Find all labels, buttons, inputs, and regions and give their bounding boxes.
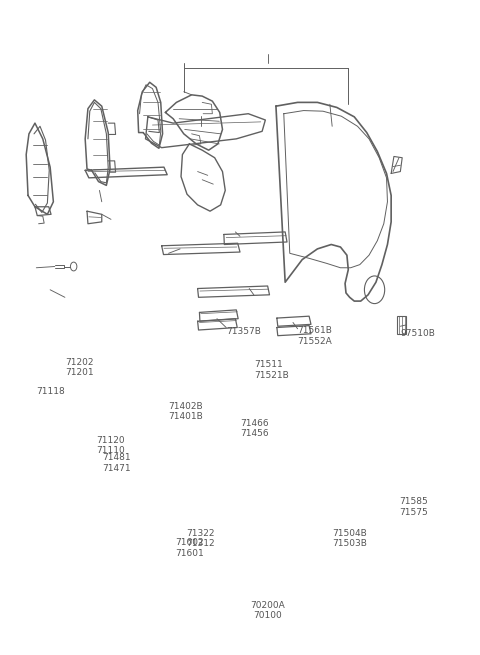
Text: 71481
71471: 71481 71471 — [102, 453, 131, 473]
Text: 71585
71575: 71585 71575 — [399, 497, 428, 517]
Text: 70200A
70100: 70200A 70100 — [250, 601, 285, 620]
Text: 71202
71201: 71202 71201 — [65, 358, 94, 377]
Bar — [396, 316, 406, 334]
Text: 97510B: 97510B — [400, 329, 435, 338]
Text: 71561B
71552A: 71561B 71552A — [298, 326, 333, 346]
Text: 71466
71456: 71466 71456 — [240, 419, 269, 438]
Text: 71511
71521B: 71511 71521B — [254, 360, 288, 380]
Text: 71357B: 71357B — [226, 328, 261, 337]
Text: 71322
71312: 71322 71312 — [187, 529, 215, 548]
Text: 71504B
71503B: 71504B 71503B — [332, 529, 367, 548]
Text: 71120
71110: 71120 71110 — [96, 436, 125, 455]
Text: 71602
71601: 71602 71601 — [175, 538, 204, 557]
Text: 71118: 71118 — [36, 387, 65, 396]
Text: 71402B
71401B: 71402B 71401B — [168, 402, 204, 421]
